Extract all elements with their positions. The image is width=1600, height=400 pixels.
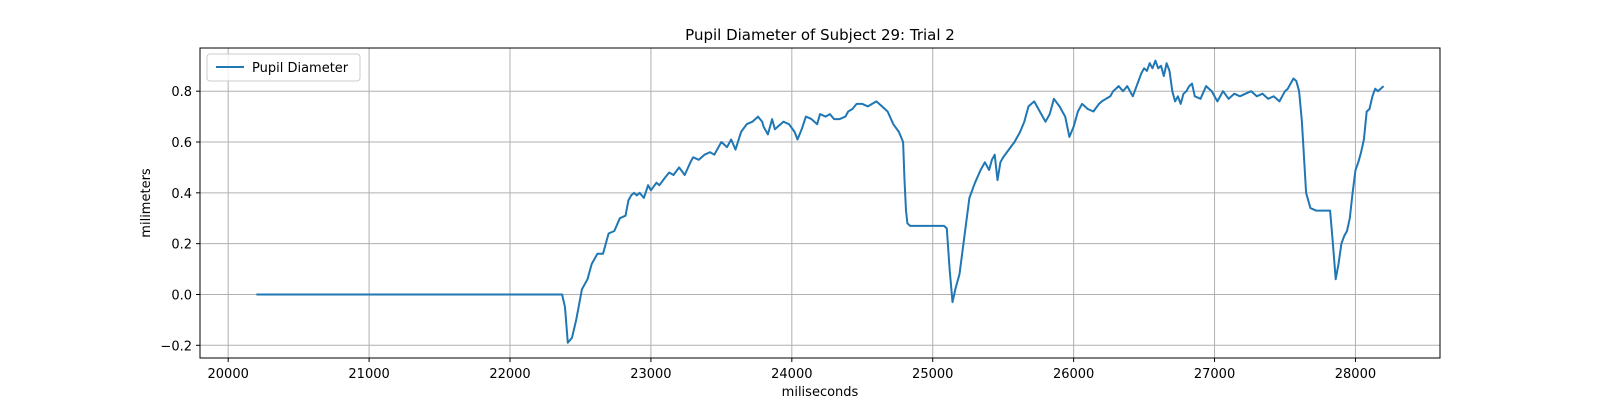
x-tick-label: 28000 (1335, 367, 1376, 382)
x-tick-label: 26000 (1053, 367, 1094, 382)
y-tick-label: 0.6 (171, 136, 192, 151)
legend: Pupil Diameter (206, 53, 361, 82)
x-tick-label: 24000 (771, 367, 812, 382)
x-tick-label: 22000 (489, 367, 530, 382)
y-axis-label: milimeters (139, 168, 154, 238)
data-layer (256, 59, 1385, 344)
series-line-pupil-diameter (256, 59, 1385, 344)
legend-label-pupil-diameter: Pupil Diameter (252, 61, 349, 76)
chart-title: Pupil Diameter of Subject 29: Trial 2 (685, 26, 955, 44)
x-tick-label: 20000 (208, 367, 249, 382)
legend-box (206, 53, 361, 82)
tick-layer: 20000 21000 22000 23000 24000 25000 26000 27000… (160, 85, 1376, 382)
x-axis-label: miliseconds (782, 385, 859, 400)
x-tick-label: 27000 (1194, 367, 1235, 382)
x-tick-label: 23000 (630, 367, 671, 382)
y-tick-label: 0.4 (171, 187, 192, 202)
x-tick-label: 21000 (348, 367, 389, 382)
y-tick-label: 0.2 (171, 238, 192, 253)
x-tick-label: 25000 (912, 367, 953, 382)
y-tick-label: 0.0 (171, 288, 192, 303)
y-tick-label: −0.2 (160, 339, 192, 354)
y-tick-label: 0.8 (171, 85, 192, 100)
plot-frame (199, 47, 1441, 359)
